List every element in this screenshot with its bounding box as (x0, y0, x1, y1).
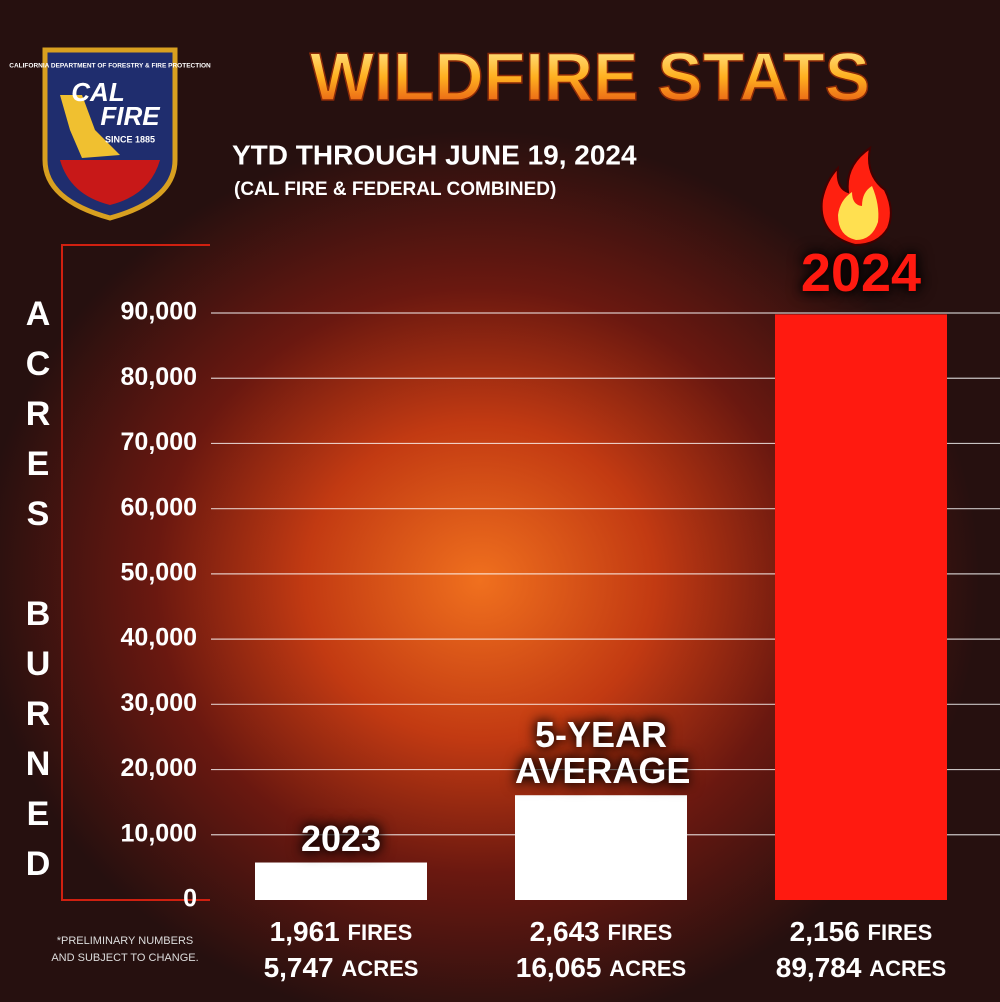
acres-label: 89,784 ACRES (776, 952, 946, 983)
y-tick-label: 20,000 (121, 754, 197, 782)
value-label: 16,065 (516, 952, 602, 983)
y-tick-label: 70,000 (121, 428, 197, 456)
category-label: 2023 (255, 821, 427, 857)
y-tick-label: 0 (183, 885, 197, 913)
category-label: 2024 (775, 246, 947, 300)
fires-unit: FIRES (868, 920, 933, 945)
chart: CALIFORNIA DEPARTMENT OF FORESTRY & FIRE… (0, 0, 1000, 1002)
flame-icon (822, 148, 891, 245)
fires-count: 1,961 (270, 916, 340, 947)
fires-label: 2,643 FIRES (530, 916, 673, 947)
bar (515, 795, 687, 900)
logo: CALIFORNIA DEPARTMENT OF FORESTRY & FIRE… (9, 50, 211, 218)
bar (255, 863, 427, 900)
acres-unit: ACRES (869, 956, 946, 981)
y-tick-label: 10,000 (121, 819, 197, 847)
logo-since: SINCE 1885 (105, 134, 155, 144)
logo-arc-text: CALIFORNIA DEPARTMENT OF FORESTRY & FIRE… (9, 63, 211, 70)
fires-unit: FIRES (348, 920, 413, 945)
y-tick-label: 30,000 (121, 689, 197, 717)
y-tick-label: 60,000 (121, 493, 197, 521)
fires-count: 2,643 (530, 916, 600, 947)
acres-unit: ACRES (341, 956, 418, 981)
chart-title: WILDFIRE STATS (310, 39, 870, 115)
y-tick-label: 40,000 (121, 624, 197, 652)
y-tick-label: 90,000 (121, 298, 197, 326)
acres-unit: ACRES (609, 956, 686, 981)
footnote: *PRELIMINARY NUMBERS AND SUBJECT TO CHAN… (45, 933, 205, 966)
acres-label: 16,065 ACRES (516, 952, 686, 983)
infographic: CALIFORNIA DEPARTMENT OF FORESTRY & FIRE… (0, 0, 1000, 1002)
y-tick-label: 50,000 (121, 558, 197, 586)
bar (775, 314, 947, 900)
category-label: 5-YEAR AVERAGE (515, 717, 687, 789)
value-label: 89,784 (776, 952, 862, 983)
fires-unit: FIRES (608, 920, 673, 945)
y-axis-label: ACRES BURNED (18, 295, 58, 895)
y-tick-label: 80,000 (121, 363, 197, 391)
value-label: 5,747 (264, 952, 334, 983)
chart-subtitle: (CAL FIRE & FEDERAL COMBINED) (234, 179, 556, 200)
fires-count: 2,156 (790, 916, 860, 947)
logo-text: FIRE (100, 101, 160, 131)
acres-label: 5,747 ACRES (264, 952, 419, 983)
chart-subtitle: YTD THROUGH JUNE 19, 2024 (232, 139, 637, 170)
fires-label: 1,961 FIRES (270, 916, 413, 947)
fires-label: 2,156 FIRES (790, 916, 933, 947)
